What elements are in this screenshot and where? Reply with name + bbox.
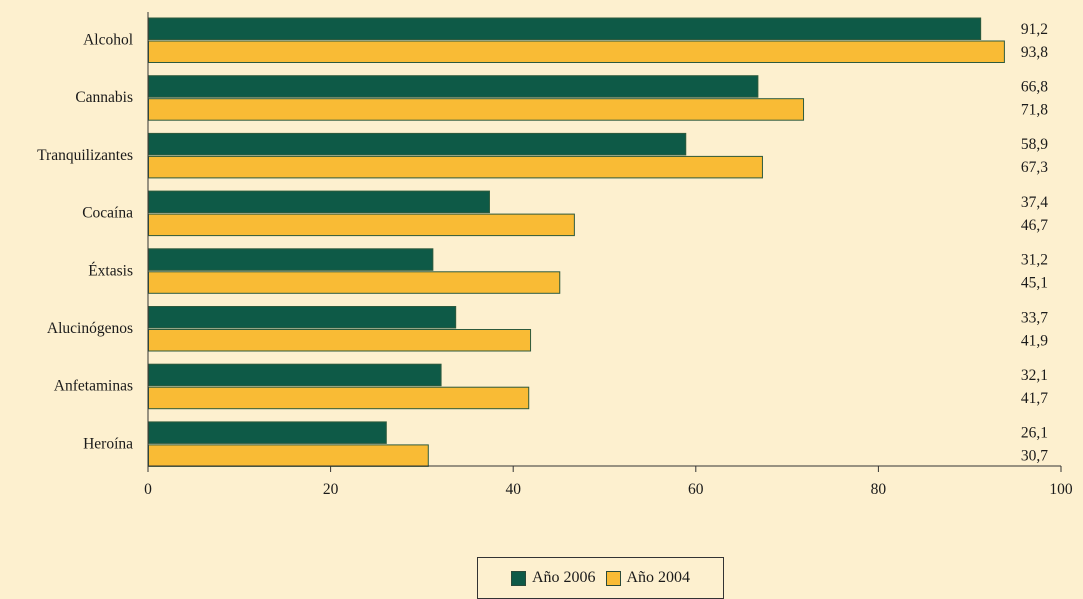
value-label-cannabis-ano-2006: 66,8 (1021, 78, 1048, 95)
value-label-anfetaminas-ano-2004: 41,7 (1021, 390, 1048, 407)
bar-alucinogenos-ano-2006 (148, 306, 457, 329)
legend-swatch-2006 (510, 570, 526, 586)
x-ticks: 0 20 40 60 80 100 (144, 466, 1073, 498)
bar-tranquilizantes-ano-2004 (148, 155, 763, 179)
value-label-heroina-ano-2006: 26,1 (1021, 425, 1048, 442)
bar-heroina-ano-2004 (148, 444, 429, 467)
value-label-alucinogenos-ano-2004: 41,9 (1021, 332, 1048, 349)
bar-cocaina-ano-2006 (148, 190, 490, 214)
value-label-extasis-ano-2006: 31,2 (1021, 252, 1048, 269)
value-label-tranquilizantes-ano-2004: 67,3 (1021, 159, 1048, 176)
category-label-heroina: Heroína (83, 435, 133, 452)
value-label-heroina-ano-2004: 30,7 (1021, 448, 1048, 465)
bar-heroina-ano-2006 (148, 421, 387, 444)
value-label-alcohol-ano-2004: 93,8 (1021, 44, 1048, 61)
bar-anfetaminas-ano-2006 (148, 363, 442, 387)
category-label-extasis: Éxtasis (88, 262, 133, 279)
value-label-tranquilizantes-ano-2006: 58,9 (1021, 136, 1048, 153)
legend-label-2006: Año 2006 (531, 569, 596, 586)
bar-extasis-ano-2006 (148, 248, 434, 271)
bar-cocaina-ano-2004 (148, 213, 575, 237)
category-label-cannabis: Cannabis (75, 89, 133, 106)
value-label-cocaina-ano-2006: 37,4 (1021, 194, 1048, 211)
legend-item-2004: Año 2004 (605, 569, 691, 587)
category-label-tranquilizantes: Tranquilizantes (37, 147, 133, 164)
bar-anfetaminas-ano-2004 (148, 386, 530, 410)
bars-group (148, 17, 1005, 467)
chart: Alcohol Cannabis Tranquilizantes Cocaína Éxt… (37, 12, 1073, 498)
value-label-extasis-ano-2004: 45,1 (1021, 275, 1048, 292)
category-label-alucinogenos: Alucinógenos (47, 320, 133, 337)
legend-label-2004: Año 2004 (626, 569, 691, 586)
x-tick-label-40: 40 (505, 481, 521, 498)
x-tick-label-80: 80 (871, 481, 887, 498)
value-label-alcohol-ano-2006: 91,2 (1021, 21, 1048, 38)
bar-extasis-ano-2004 (148, 271, 561, 294)
bar-alucinogenos-ano-2004 (148, 329, 532, 352)
bar-cannabis-ano-2004 (148, 98, 805, 121)
legend: Año 2006 Año 2004 (477, 557, 724, 599)
bar-tranquilizantes-ano-2006 (148, 132, 687, 156)
x-tick-label-60: 60 (688, 481, 704, 498)
value-label-anfetaminas-ano-2006: 32,1 (1021, 367, 1048, 384)
value-label-cannabis-ano-2004: 71,8 (1021, 101, 1048, 118)
legend-item-2006: Año 2006 (510, 569, 596, 587)
value-label-cocaina-ano-2004: 46,7 (1021, 217, 1048, 234)
x-tick-label-20: 20 (323, 481, 339, 498)
value-label-alucinogenos-ano-2006: 33,7 (1021, 309, 1048, 326)
category-label-anfetaminas: Anfetaminas (54, 378, 133, 395)
x-tick-label-100: 100 (1049, 481, 1073, 498)
bar-alcohol-ano-2006 (148, 17, 982, 40)
bar-cannabis-ano-2006 (148, 75, 759, 98)
bar-alcohol-ano-2004 (148, 40, 1005, 63)
x-tick-label-0: 0 (144, 481, 152, 498)
value-labels: 91,2 93,8 66,8 71,8 58,9 67,3 37,4 46,7 31,2 45,1… (1021, 21, 1048, 465)
category-label-alcohol: Alcohol (83, 32, 133, 49)
category-label-cocaina: Cocaína (82, 205, 133, 222)
legend-swatch-2004 (605, 570, 621, 586)
category-labels: Alcohol Cannabis Tranquilizantes Cocaína Éxt… (37, 32, 133, 453)
